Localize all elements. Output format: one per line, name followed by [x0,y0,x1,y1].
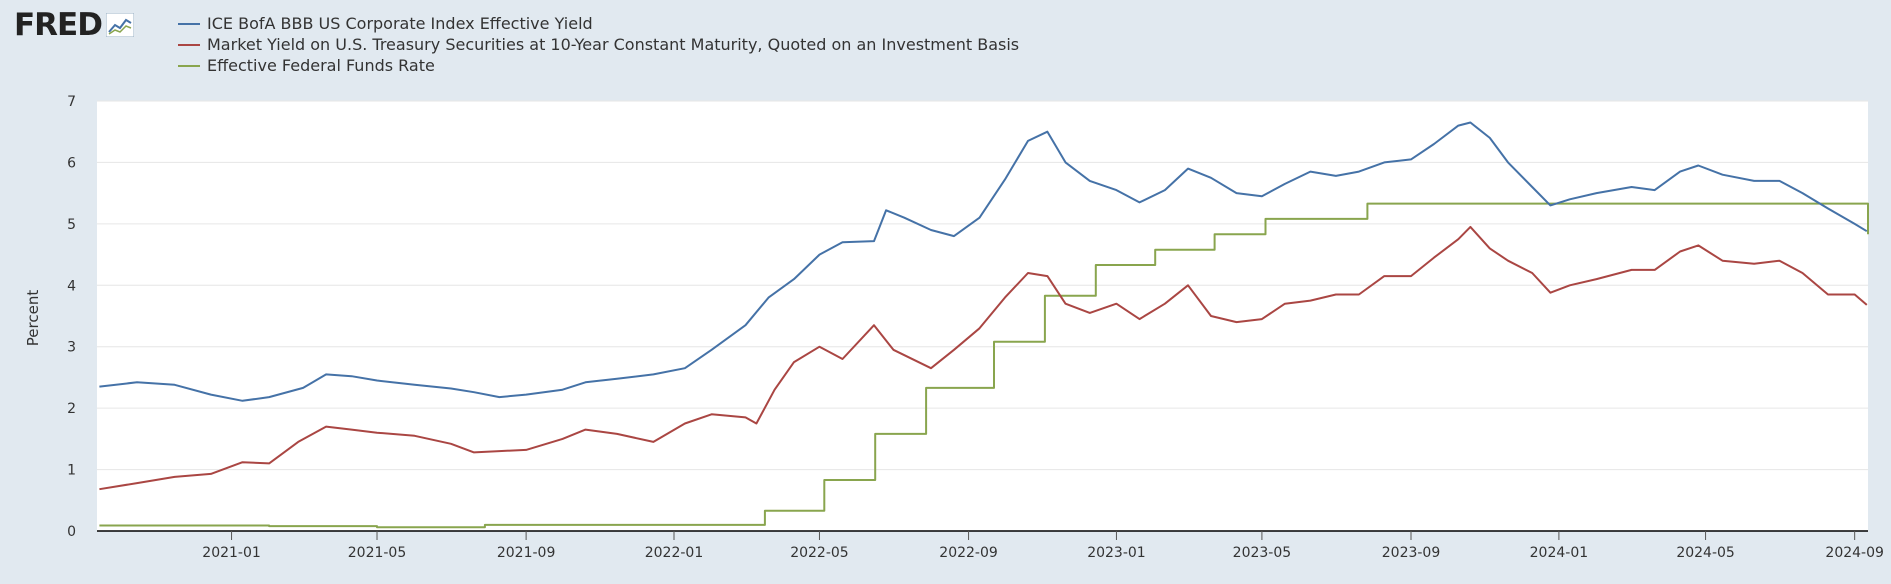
legend-swatch [178,43,200,46]
x-tick-label: 2023-09 [1382,545,1441,561]
x-tick-label: 2022-01 [645,545,704,561]
legend-item[interactable]: Market Yield on U.S. Treasury Securities… [178,34,1019,55]
x-tick-label: 2024-01 [1530,545,1589,561]
y-axis-title: Percent [24,290,42,347]
y-tick-label: 3 [67,340,76,356]
fred-chart-icon [105,13,134,37]
x-tick-label: 2021-09 [497,545,556,561]
series-line-0[interactable] [99,121,1868,402]
legend: ICE BofA BBB US Corporate Index Effectiv… [178,13,1019,76]
x-tick-label: 2021-01 [202,545,261,561]
x-tick-label: 2023-01 [1087,545,1146,561]
y-tick-label: 0 [67,524,76,540]
y-tick-label: 7 [67,94,76,110]
y-axis: 0 1 2 3 4 5 6 7 [67,94,76,540]
legend-item[interactable]: ICE BofA BBB US Corporate Index Effectiv… [178,13,1019,34]
y-tick-label: 2 [67,401,76,417]
y-tick-label: 1 [67,463,76,479]
y-tick-label: 4 [67,278,76,294]
logo-text: FRED [14,7,103,43]
legend-label: Effective Federal Funds Rate [207,56,435,75]
gridlines [97,100,1868,471]
x-tick-label: 2021-05 [348,545,407,561]
series-line-2[interactable] [99,202,1869,529]
x-tick-label: 2024-05 [1676,545,1735,561]
x-tick-label: 2022-05 [790,545,849,561]
x-tick-label: 2022-09 [939,545,998,561]
series-line-1[interactable] [99,225,1868,491]
x-axis: 2021-01 2021-05 2021-09 2022-01 2022-05 2022-… [202,531,1884,561]
plot-area [97,101,1868,531]
series-layer [99,121,1869,529]
legend-label: ICE BofA BBB US Corporate Index Effectiv… [207,14,593,33]
legend-label: Market Yield on U.S. Treasury Securities… [207,35,1020,54]
x-tick-label: 2023-05 [1233,545,1292,561]
legend-swatch [178,22,200,25]
y-tick-label: 5 [67,217,76,233]
legend-swatch [178,64,200,67]
y-tick-label: 6 [67,155,76,171]
legend-item[interactable]: Effective Federal Funds Rate [178,55,1019,76]
fred-logo[interactable]: FRED [14,8,134,42]
x-tick-label: 2024-09 [1825,545,1884,561]
